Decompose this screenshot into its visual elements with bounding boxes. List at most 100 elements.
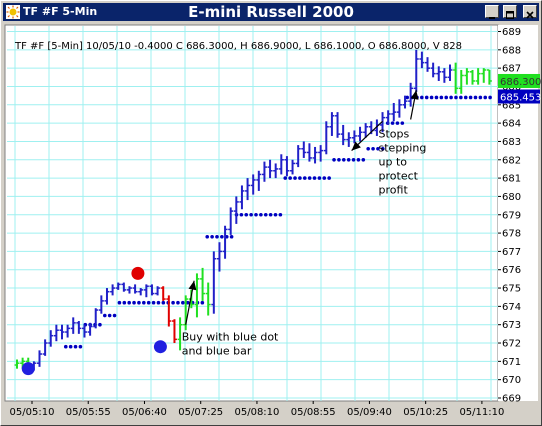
chart-title: E-mini Russell 2000 bbox=[188, 3, 354, 21]
y-tick-label: 669 bbox=[502, 394, 521, 405]
price-bar bbox=[295, 145, 301, 168]
stop-dot bbox=[161, 300, 166, 305]
stop-dot bbox=[424, 95, 429, 100]
stop-dot bbox=[117, 300, 122, 305]
stop-dot bbox=[376, 146, 380, 151]
price-bar bbox=[335, 112, 341, 138]
stop-dot bbox=[449, 95, 453, 100]
price-bar bbox=[340, 124, 346, 146]
price-bar bbox=[126, 286, 132, 294]
y-tick-label: 673 bbox=[502, 320, 521, 331]
y-tick-label: 677 bbox=[502, 247, 521, 258]
stop-dot bbox=[68, 344, 73, 349]
stop-dot bbox=[459, 95, 463, 100]
stop-dot bbox=[390, 121, 395, 125]
price-bar bbox=[53, 324, 59, 342]
sun-icon bbox=[6, 5, 20, 19]
x-tick-label: 05/11:10 bbox=[459, 407, 504, 418]
y-tick-label: 688 bbox=[502, 45, 521, 56]
annotation-arrow-head bbox=[410, 90, 419, 100]
annotation-text: profit bbox=[379, 183, 409, 196]
stop-dot bbox=[73, 344, 78, 349]
price-bar bbox=[132, 284, 138, 294]
window-title: TF #F 5-Min bbox=[23, 5, 98, 18]
annotation-text: up to bbox=[379, 155, 408, 168]
stop-dot bbox=[478, 95, 483, 100]
y-tick-label: 678 bbox=[502, 229, 521, 240]
price-bar bbox=[14, 359, 20, 369]
x-tick-label: 05/09:40 bbox=[347, 407, 392, 418]
price-bar bbox=[323, 121, 329, 155]
stop-dot bbox=[259, 212, 263, 217]
stop-dot bbox=[220, 234, 224, 239]
price-bar bbox=[211, 251, 217, 314]
close-button[interactable] bbox=[523, 5, 537, 19]
y-tick-label: 675 bbox=[502, 284, 521, 295]
stop-dot bbox=[395, 121, 400, 125]
price-bar bbox=[76, 321, 82, 334]
price-bar bbox=[222, 225, 228, 259]
stop-dot bbox=[288, 176, 292, 180]
price-bar bbox=[475, 68, 481, 85]
price-bar bbox=[48, 330, 54, 347]
minimize-button[interactable] bbox=[485, 5, 499, 19]
y-tick-label: 689 bbox=[502, 27, 521, 38]
x-tick-label: 05/08:10 bbox=[234, 407, 279, 418]
stop-price-box bbox=[498, 89, 540, 104]
stop-dot bbox=[215, 234, 219, 239]
stop-dot bbox=[254, 212, 258, 217]
annotation-text: Buy with blue dot bbox=[182, 331, 279, 344]
stop-dot bbox=[205, 234, 210, 239]
price-bar bbox=[464, 68, 470, 85]
title-bar[interactable]: TF #F 5-Min E-mini Russell 2000 bbox=[3, 3, 539, 21]
price-bar bbox=[256, 170, 262, 191]
stop-dot bbox=[239, 212, 244, 217]
price-bar bbox=[194, 273, 200, 318]
signal-dot bbox=[131, 266, 145, 280]
signal-dot bbox=[153, 340, 167, 354]
price-bar bbox=[425, 57, 431, 72]
price-bar bbox=[138, 288, 144, 296]
price-bar bbox=[160, 286, 166, 301]
stop-dot bbox=[361, 157, 366, 162]
maximize-button[interactable] bbox=[503, 5, 517, 19]
stop-dot bbox=[156, 300, 161, 305]
price-bar bbox=[104, 288, 110, 305]
price-bar bbox=[205, 282, 211, 316]
stop-dot bbox=[337, 157, 341, 162]
price-bar bbox=[216, 242, 222, 272]
price-bar bbox=[273, 163, 279, 179]
stop-dot bbox=[488, 95, 492, 100]
stop-dot bbox=[176, 300, 180, 305]
y-tick-label: 672 bbox=[502, 339, 521, 350]
stop-dot bbox=[420, 95, 424, 100]
stop-dot bbox=[229, 234, 234, 239]
stop-dot bbox=[244, 212, 249, 217]
price-bar bbox=[301, 141, 307, 158]
price-bar bbox=[65, 324, 71, 338]
stop-dot bbox=[346, 157, 351, 162]
price-bar bbox=[200, 267, 206, 301]
stop-dot bbox=[63, 344, 68, 349]
stop-dot bbox=[122, 300, 127, 305]
stop-dot bbox=[405, 95, 410, 100]
price-bar bbox=[453, 62, 459, 94]
stop-dot bbox=[473, 95, 478, 100]
price-bar bbox=[312, 146, 318, 164]
price-bar bbox=[436, 66, 442, 81]
signal-dot bbox=[21, 362, 35, 376]
price-bar bbox=[481, 68, 487, 83]
price-bar bbox=[363, 123, 369, 138]
stop-dot bbox=[142, 300, 146, 305]
stop-dot bbox=[341, 157, 346, 162]
price-bar bbox=[36, 350, 42, 367]
stop-dot bbox=[429, 95, 434, 100]
y-tick-label: 679 bbox=[502, 210, 521, 221]
stop-dot bbox=[444, 95, 449, 100]
price-bar bbox=[166, 295, 172, 327]
stop-dot bbox=[302, 176, 307, 180]
price-bar bbox=[121, 282, 127, 292]
stop-dot bbox=[181, 300, 185, 305]
x-tick-label: 05/05:10 bbox=[10, 407, 55, 418]
